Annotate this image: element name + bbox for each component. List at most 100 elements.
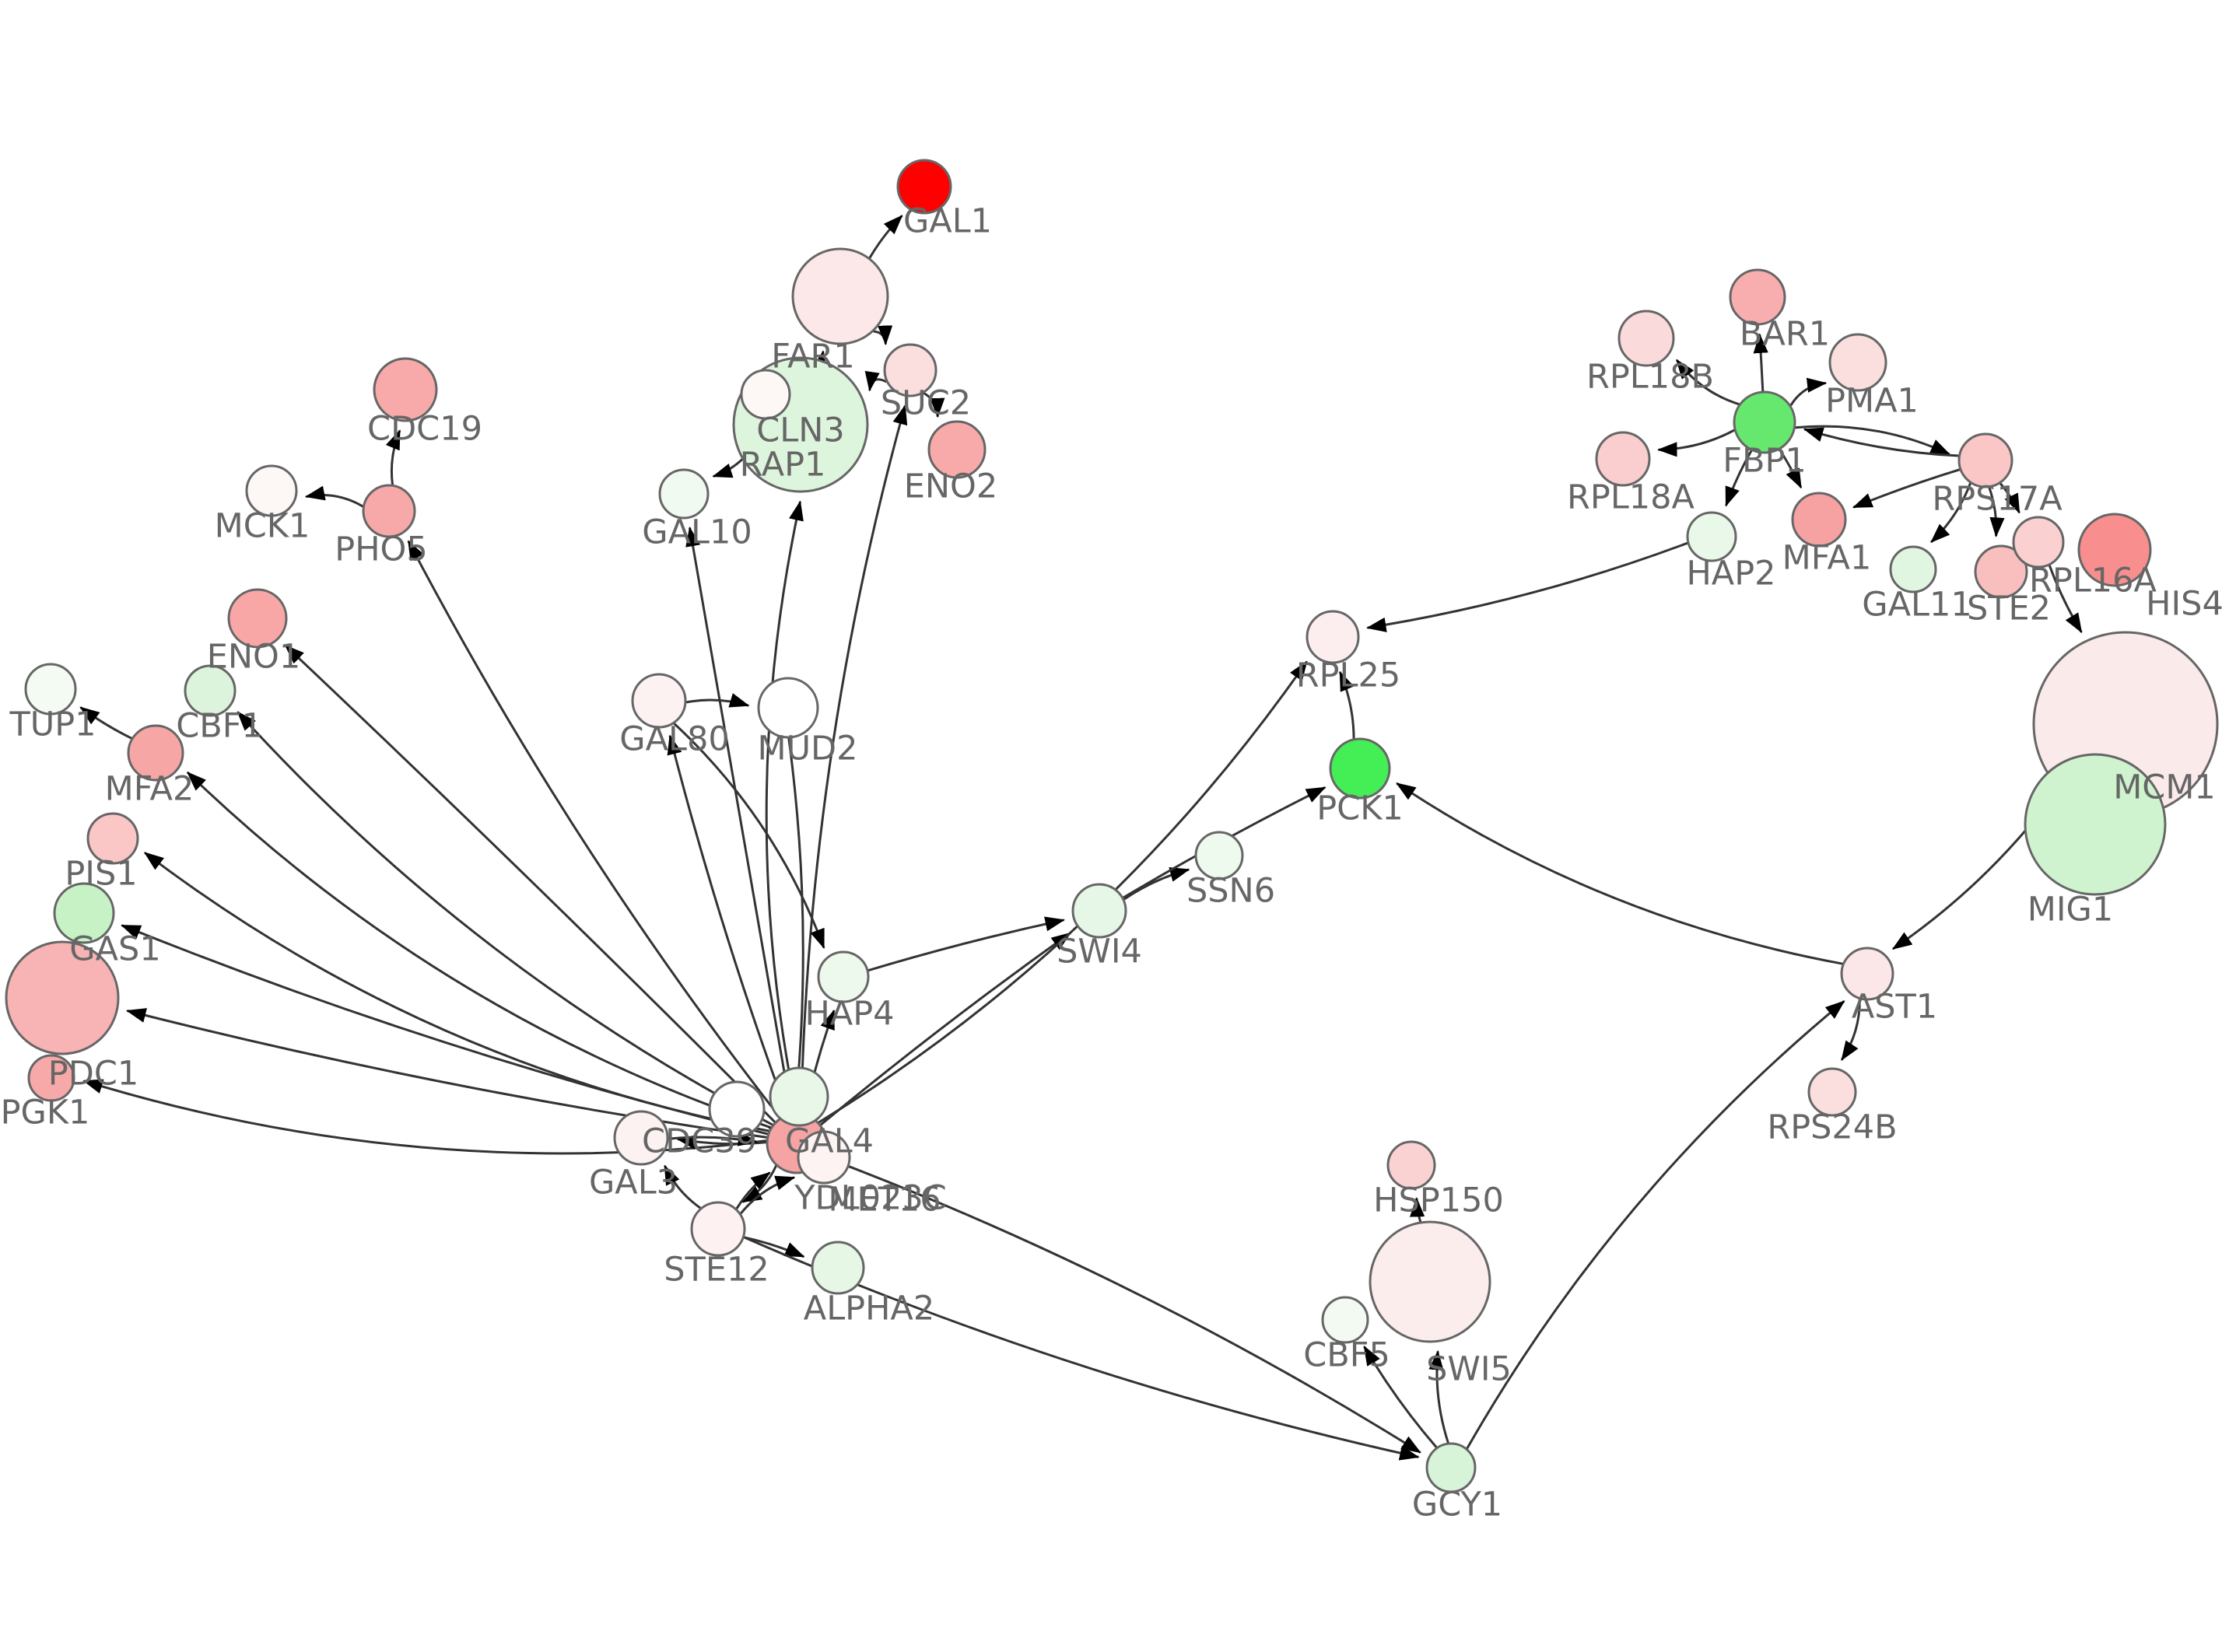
node-label-ast1: AST1 [1852, 988, 1937, 1027]
node-label-gal80: GAL80 [619, 720, 729, 759]
node-label-alpha2: ALPHA2 [804, 1290, 934, 1328]
edge-rps17a-to-rpl16a [1999, 482, 2020, 514]
node-mud2[interactable] [757, 677, 819, 739]
node-label-mud2: MUD2 [757, 730, 857, 768]
node-fbp1[interactable] [1733, 390, 1796, 454]
node-bar1[interactable] [1729, 268, 1786, 326]
node-ste12[interactable] [690, 1201, 746, 1257]
node-met16[interactable] [769, 1066, 829, 1127]
node-cdc39[interactable] [708, 1080, 766, 1138]
node-rps24b[interactable] [1807, 1067, 1857, 1117]
node-rpl25[interactable] [1306, 610, 1360, 664]
node-label-rpl18b: RPL18B [1586, 358, 1714, 397]
node-hsp150[interactable] [1386, 1140, 1436, 1190]
node-hap2[interactable] [1686, 511, 1737, 562]
edge-pho5-to-mck1 [304, 485, 364, 508]
node-label-tup1: TUP1 [9, 705, 96, 744]
node-label-cln3: CLN3 [756, 411, 845, 450]
edge-fbp1-to-rps17a [1795, 425, 1951, 456]
edge-gal4-to-cbf1 [237, 711, 773, 1126]
node-gal10[interactable] [658, 468, 710, 520]
node-pgk1[interactable] [27, 1054, 75, 1102]
node-gcy1[interactable] [1425, 1442, 1477, 1493]
node-suc2[interactable] [883, 343, 938, 397]
node-label-rps17a: RPS17A [1932, 480, 2063, 519]
node-gas1[interactable] [53, 882, 115, 944]
node-label-suc2: SUC2 [881, 384, 971, 423]
node-gal1[interactable] [896, 159, 952, 215]
node-label-gal10: GAL10 [642, 513, 752, 552]
edge-cln3-to-far1 [811, 350, 827, 372]
node-hap4[interactable] [817, 950, 870, 1003]
edge-suc2-to-cln3 [864, 370, 888, 392]
node-rap1[interactable] [740, 369, 791, 420]
node-rps17a[interactable] [1957, 432, 2013, 488]
node-rpl18a[interactable] [1595, 431, 1651, 487]
node-swi5[interactable] [1369, 1220, 1491, 1343]
node-cdc19[interactable] [373, 357, 438, 422]
node-label-hsp150: HSP150 [1373, 1181, 1504, 1220]
edge-gcy1-to-cbf5 [1363, 1345, 1438, 1448]
node-pck1[interactable] [1329, 737, 1391, 800]
node-cbf1[interactable] [184, 664, 237, 717]
node-alpha2[interactable] [811, 1241, 865, 1295]
node-label-pdc1: PDC1 [48, 1055, 138, 1094]
node-rpl18b[interactable] [1617, 310, 1675, 367]
node-label-swi4: SWI4 [1057, 933, 1142, 971]
edge-gal4-to-gcy1 [823, 1155, 1421, 1454]
node-label-gal1: GAL1 [903, 202, 992, 241]
edge-gal4-to-gal80 [667, 734, 789, 1115]
node-swi4[interactable] [1071, 883, 1127, 939]
node-his4[interactable] [2077, 513, 2152, 587]
node-far1[interactable] [791, 247, 889, 345]
node-mig1[interactable] [2024, 753, 2167, 896]
node-mfa2[interactable] [127, 724, 184, 782]
node-eno1[interactable] [227, 588, 288, 649]
node-label-bar1: BAR1 [1740, 315, 1830, 354]
edge-gcy1-to-ast1 [1466, 1000, 1845, 1450]
node-mck1[interactable] [245, 464, 298, 517]
node-layer [5, 159, 2219, 1493]
edge-far1-to-suc2 [873, 325, 893, 346]
edge-gal4-to-ste12 [741, 1165, 777, 1203]
node-label-swi5: SWI5 [1426, 1350, 1512, 1389]
node-ast1[interactable] [1840, 947, 1894, 1001]
node-rpl16a[interactable] [2012, 516, 2065, 569]
node-label-hap2: HAP2 [1686, 555, 1775, 593]
node-label-eno2: ENO2 [904, 467, 998, 506]
node-label-cdc19: CDC19 [367, 410, 482, 449]
node-label-ssn6: SSN6 [1186, 872, 1275, 911]
node-ste2[interactable] [1974, 544, 2028, 599]
node-gal3[interactable] [613, 1110, 669, 1166]
node-label-cbf5: CBF5 [1303, 1336, 1390, 1375]
edge-gal4-to-pgk1 [82, 1079, 767, 1155]
node-pis1[interactable] [86, 812, 139, 865]
node-gal11[interactable] [1889, 545, 1937, 593]
edge-rpl16a-to-mcm1 [2048, 565, 2083, 634]
edge-gal4-to-mfa2 [186, 771, 772, 1129]
node-label-pho5: PHO5 [335, 530, 427, 569]
node-pho5[interactable] [362, 484, 416, 538]
edge-rps17a-to-gal11 [1930, 482, 1972, 544]
node-mfa1[interactable] [1791, 492, 1847, 548]
node-label-gal3: GAL3 [589, 1164, 678, 1202]
node-tup1[interactable] [24, 663, 77, 716]
edge-gal3-to-gal4 [668, 1131, 759, 1146]
node-label-mfa2: MFA2 [105, 770, 195, 809]
node-ssn6[interactable] [1194, 831, 1244, 880]
node-ydl023c[interactable] [797, 1130, 851, 1185]
node-pma1[interactable] [1828, 333, 1887, 392]
node-label-pis1: PIS1 [65, 855, 137, 894]
edge-ast1-to-pck1 [1396, 782, 1843, 965]
edge-mfa2-to-tup1 [79, 706, 132, 740]
node-label-ste12: STE12 [664, 1251, 769, 1290]
node-eno2[interactable] [927, 420, 987, 479]
node-label-rpl16a: RPL16A [2029, 562, 2157, 600]
node-label-mfa1: MFA1 [1782, 539, 1872, 578]
node-label-his4: HIS4 [2146, 585, 2222, 624]
node-pdc1[interactable] [5, 940, 120, 1055]
node-gal80[interactable] [631, 673, 687, 729]
node-cbf5[interactable] [1321, 1296, 1369, 1344]
